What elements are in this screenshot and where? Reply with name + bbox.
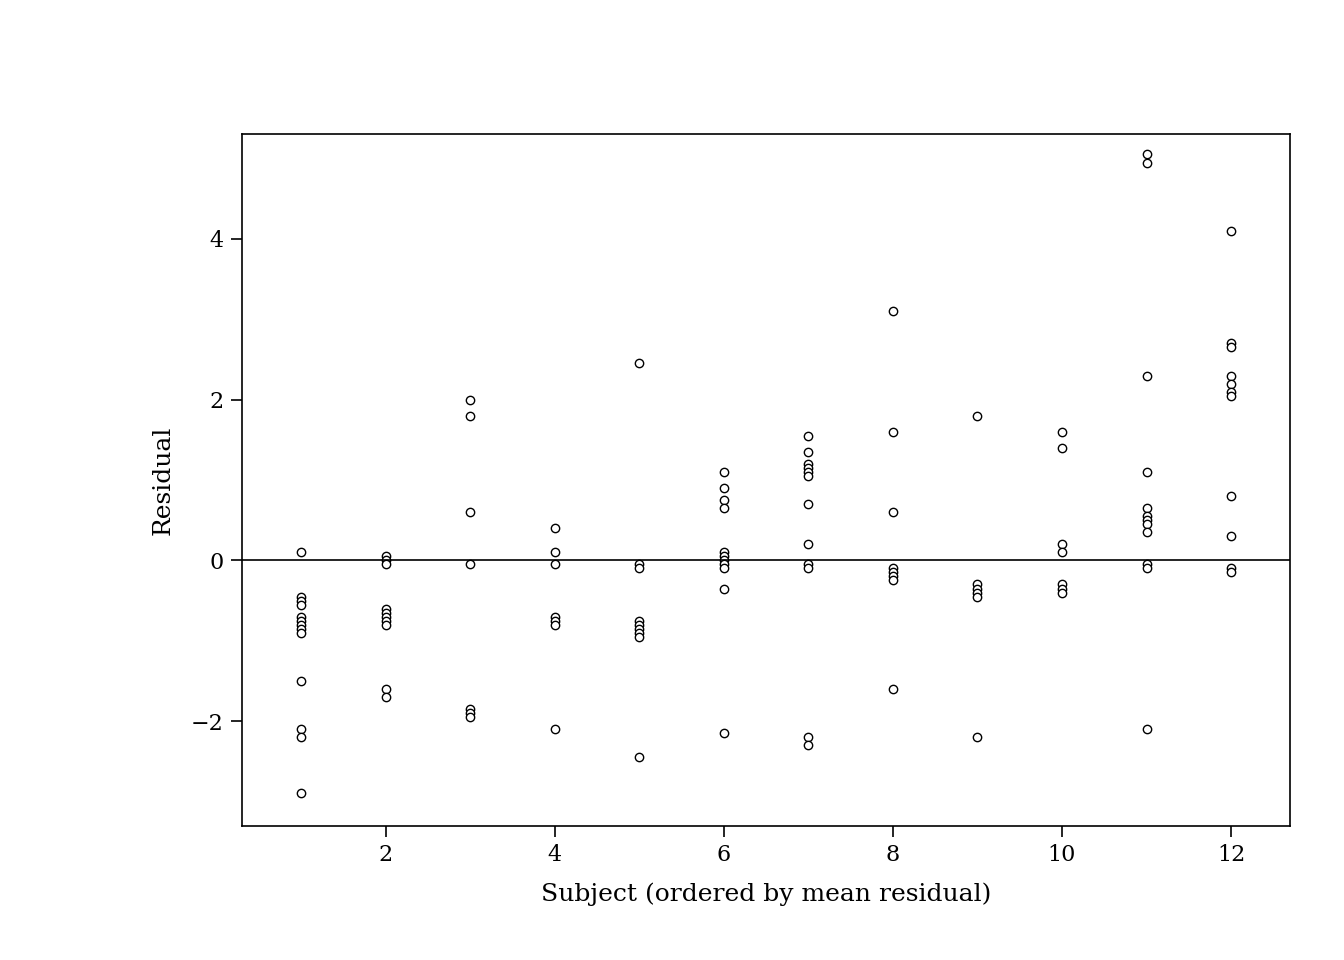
X-axis label: Subject (ordered by mean residual): Subject (ordered by mean residual) — [540, 882, 992, 906]
Y-axis label: Residual: Residual — [152, 425, 175, 535]
